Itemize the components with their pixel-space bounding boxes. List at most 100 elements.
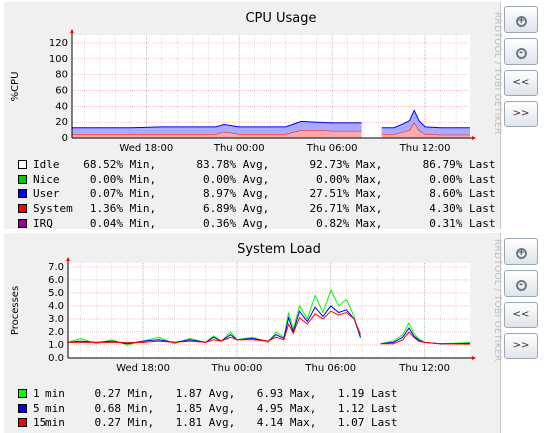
series-line-15-min <box>68 310 361 343</box>
legend-last-value: 0.31% <box>429 216 463 230</box>
legend-max-word: Max, <box>283 386 317 400</box>
y-axis-label: %CPU <box>10 72 21 102</box>
legend-avg-word: Avg, <box>236 187 270 201</box>
legend-last-value: 4.30% <box>429 201 463 215</box>
cpu-usage-chart: 0 20 40 60 80 100 120 Wed 18:00 Thu 00:00 Thu 06:… <box>10 11 476 154</box>
x-axis-arrow <box>472 136 476 140</box>
legend-row: Idle 68.52% Min, 83.78% Avg, 92.73% Max, 86.… <box>18 157 496 172</box>
y-tick-label: 4.0 <box>48 301 64 312</box>
series-area-user <box>381 110 470 135</box>
legend-max-value: 4.14 <box>256 416 284 430</box>
scroll-back-button[interactable]: << <box>504 70 538 96</box>
chart-title: CPU Usage <box>245 11 316 26</box>
legend-avg-word: Avg, <box>202 401 236 415</box>
x-tick-label: Wed 18:00 <box>119 143 173 154</box>
legend-avg-word: Avg, <box>236 201 270 215</box>
legend-swatch <box>18 403 27 413</box>
legend-series-unit: min <box>45 401 65 415</box>
series-line-user <box>72 120 362 129</box>
legend-min-word: Min, <box>123 172 157 186</box>
y-tick-label: 60 <box>55 85 68 96</box>
rrdtool-credit: RRDTOOL / TOBI OETIKER <box>492 12 502 135</box>
x-tick-label: Thu 12:00 <box>398 363 450 374</box>
legend-min-value: 1.36% <box>89 201 123 215</box>
load-legend: 1 min 0.27 Min, 1.87 Avg, 6.93 Max, 1.19 Last… <box>18 386 398 430</box>
x-tick-label: Thu 06:00 <box>306 143 358 154</box>
legend-min-word: Min, <box>123 201 157 215</box>
scroll-back-button[interactable]: << <box>504 302 538 328</box>
legend-swatch <box>18 218 27 228</box>
legend-max-word: Max, <box>283 416 317 430</box>
legend-max-word: Max, <box>349 216 383 230</box>
zoom-in-icon: + <box>515 248 527 259</box>
legend-avg-word: Avg, <box>236 172 270 186</box>
x-tick-label: Thu 06:00 <box>304 363 356 374</box>
legend-avg-value: 83.78% <box>196 157 237 171</box>
zoom-in-button[interactable]: + <box>504 238 538 265</box>
legend-row: User 0.07% Min, 8.97% Avg, 27.51% Max, 8.60%… <box>18 186 496 201</box>
y-tick-label: 7.0 <box>48 262 64 273</box>
system-load-chart: 0.0 1.0 2.0 3.0 4.0 5.0 6.0 7.0 Wed 18:00 Thu 00:… <box>10 242 476 374</box>
legend-min-word: Min, <box>121 401 155 415</box>
legend-series-name: User <box>33 187 60 201</box>
legend-avg-value: 6.89% <box>203 201 237 215</box>
legend-row: 1 min 0.27 Min, 1.87 Avg, 6.93 Max, 1.19 Last <box>18 386 398 401</box>
y-tick-label: 2.0 <box>48 327 64 338</box>
legend-avg-value: 1.81 <box>175 416 203 430</box>
series-line-15-min <box>380 331 471 345</box>
y-tick-label: 6.0 <box>48 275 64 286</box>
legend-last-word: Last <box>462 187 496 201</box>
zoom-in-button[interactable]: + <box>504 6 538 33</box>
x-tick-label: Wed 18:00 <box>116 363 170 374</box>
legend-min-value: 0.27 <box>94 386 122 400</box>
legend-series-name: System <box>33 201 73 215</box>
legend-avg-word: Avg, <box>202 416 236 430</box>
legend-series-name: 5 <box>33 401 40 415</box>
legend-min-word: Min, <box>123 157 157 171</box>
y-tick-label: 0 <box>62 133 68 144</box>
y-tick-label: 5.0 <box>48 288 64 299</box>
rrdtool-credit: RRDTOOL / TOBI OETIKER <box>492 239 502 362</box>
legend-series-unit: min <box>45 416 65 430</box>
legend-max-word: Max, <box>349 187 383 201</box>
legend-max-word: Max, <box>349 157 383 171</box>
system-load-panel: 0.0 1.0 2.0 3.0 4.0 5.0 6.0 7.0 Wed 18:00 Thu 00:… <box>4 233 502 433</box>
legend-swatch <box>18 159 27 169</box>
legend-max-value: 6.93 <box>256 386 284 400</box>
legend-series-unit: min <box>45 386 65 400</box>
cpu-usage-panel: 0 20 40 60 80 100 120 Wed 18:00 Thu 00:00 Thu 06:… <box>4 2 502 230</box>
cpu-legend: Idle 68.52% Min, 83.78% Avg, 92.73% Max, 86.… <box>18 157 496 230</box>
legend-last-word: Last <box>462 216 496 230</box>
legend-avg-value: 1.85 <box>175 401 203 415</box>
y-axis-arrow <box>66 257 70 261</box>
legend-swatch <box>18 388 27 398</box>
legend-max-value: 4.95 <box>256 401 284 415</box>
legend-row: 5 min 0.68 Min, 1.85 Avg, 4.95 Max, 1.12 Last <box>18 401 398 416</box>
legend-max-value: 0.00% <box>316 172 350 186</box>
legend-min-word: Min, <box>121 416 155 430</box>
zoom-out-icon: - <box>515 280 527 291</box>
scroll-forward-button[interactable]: >> <box>504 333 538 359</box>
zoom-out-button[interactable]: - <box>504 38 538 65</box>
legend-max-value: 27.51% <box>309 187 350 201</box>
legend-swatch <box>18 174 27 184</box>
legend-last-word: Last <box>364 416 398 430</box>
legend-max-word: Max, <box>349 172 383 186</box>
scroll-forward-button[interactable]: >> <box>504 101 538 127</box>
legend-max-value: 92.73% <box>309 157 350 171</box>
legend-last-value: 8.60% <box>429 187 463 201</box>
legend-last-word: Last <box>462 172 496 186</box>
x-tick-label: Thu 00:00 <box>211 363 263 374</box>
legend-last-value: 1.12 <box>337 401 365 415</box>
legend-avg-value: 0.36% <box>203 216 237 230</box>
y-tick-label: 0.0 <box>48 353 64 364</box>
x-tick-label: Thu 12:00 <box>399 143 451 154</box>
y-axis-arrow <box>70 29 74 33</box>
legend-min-word: Min, <box>123 216 157 230</box>
zoom-out-icon: - <box>515 48 527 59</box>
series-line-user <box>381 109 470 129</box>
series-area-user <box>72 121 362 134</box>
legend-min-value: 0.07% <box>89 187 123 201</box>
zoom-out-button[interactable]: - <box>504 270 538 297</box>
legend-avg-value: 1.87 <box>175 386 203 400</box>
